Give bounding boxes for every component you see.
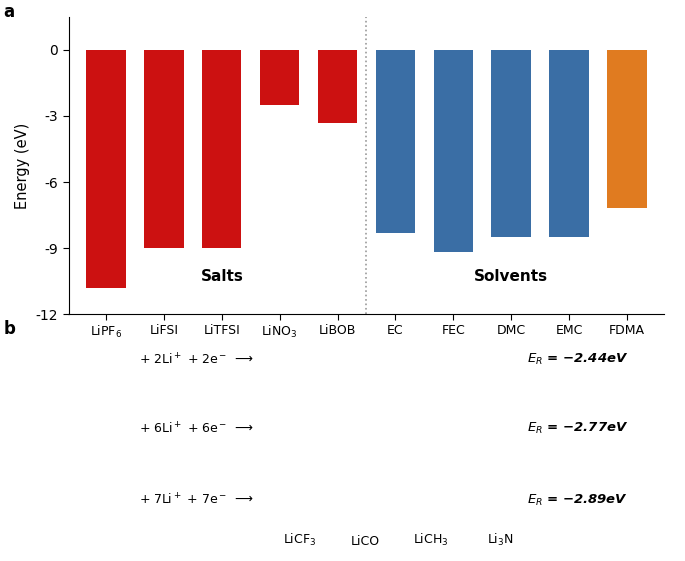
Text: $\mathit{E}_R$ = −2.89eV: $\mathit{E}_R$ = −2.89eV bbox=[527, 493, 627, 508]
Text: $\mathit{E}_R$ = −2.44eV: $\mathit{E}_R$ = −2.44eV bbox=[527, 352, 628, 367]
Text: a: a bbox=[3, 3, 14, 21]
Bar bbox=[434, 50, 473, 252]
Bar bbox=[376, 50, 415, 233]
Text: Salts: Salts bbox=[201, 269, 243, 284]
Bar bbox=[260, 50, 299, 105]
Text: LiCO: LiCO bbox=[351, 536, 380, 549]
Bar bbox=[491, 50, 531, 237]
Bar bbox=[549, 50, 588, 237]
Text: Solvents: Solvents bbox=[474, 269, 548, 284]
Text: + 6Li$^+$ + 6e$^-$ $\longrightarrow$: + 6Li$^+$ + 6e$^-$ $\longrightarrow$ bbox=[138, 421, 253, 436]
Text: b: b bbox=[3, 320, 15, 338]
Bar bbox=[145, 50, 184, 248]
Bar bbox=[202, 50, 242, 248]
Text: + 2Li$^+$ + 2e$^-$ $\longrightarrow$: + 2Li$^+$ + 2e$^-$ $\longrightarrow$ bbox=[138, 352, 253, 367]
Text: LiCH$_3$: LiCH$_3$ bbox=[414, 532, 449, 549]
Bar bbox=[318, 50, 357, 122]
Bar bbox=[607, 50, 647, 209]
Y-axis label: Energy (eV): Energy (eV) bbox=[15, 122, 30, 209]
Text: $\mathit{E}_R$ = −2.77eV: $\mathit{E}_R$ = −2.77eV bbox=[527, 421, 628, 436]
Text: LiCF$_3$: LiCF$_3$ bbox=[283, 532, 316, 549]
Bar bbox=[86, 50, 126, 288]
Text: Li$_3$N: Li$_3$N bbox=[487, 532, 514, 549]
Text: + 7Li$^+$ + 7e$^-$ $\longrightarrow$: + 7Li$^+$ + 7e$^-$ $\longrightarrow$ bbox=[138, 493, 253, 508]
